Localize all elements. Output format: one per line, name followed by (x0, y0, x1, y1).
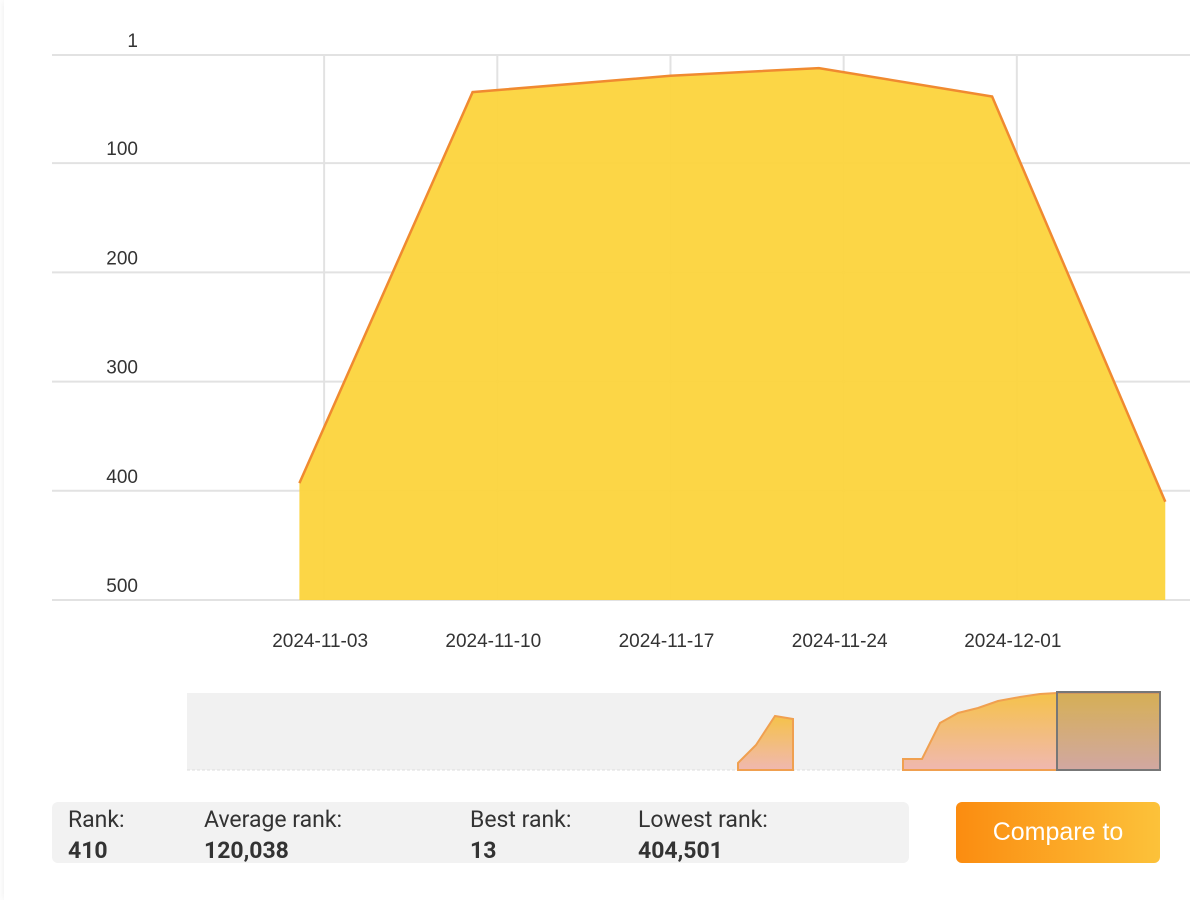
x-tick-label: 2024-11-24 (792, 631, 888, 652)
stat: Lowest rank: 404,501 (638, 804, 768, 866)
stat: Best rank: 13 (470, 804, 571, 866)
stat-label: Average rank: (204, 806, 343, 833)
stats-panel: Rank: 410 Average rank: 120,038 Best rank: 13… (52, 802, 909, 866)
stat: Average rank: 120,038 (204, 804, 342, 866)
stat-value: 13 (470, 837, 497, 864)
y-tick-label: 500 (106, 576, 138, 597)
navigator (187, 691, 1161, 771)
line (298, 66, 1167, 503)
compare-button[interactable]: Compare to (956, 802, 1160, 863)
stat-label: Lowest rank: (638, 806, 768, 833)
plot: 1 100 200 300 400 500 2024-11-03 2024-11-10 2024… (52, 31, 1190, 652)
y-tick-label: 100 (106, 139, 138, 160)
chart: 1 100 200 300 400 500 2024-11-03 2024-11-10 2024… (52, 31, 1190, 771)
stat-label: Best rank: (470, 806, 572, 833)
navigator-shape (737, 714, 794, 771)
x-tick-label: 2024-11-10 (445, 631, 541, 652)
y-tick-label: 300 (106, 358, 138, 379)
stat-value: 410 (68, 837, 108, 864)
x-tick-label: 2024-11-03 (272, 631, 368, 652)
y-tick-label: 200 (106, 248, 138, 269)
stat-value: 120,038 (204, 837, 289, 864)
stat-label: Rank: (68, 806, 125, 833)
area (299, 68, 1166, 601)
x-tick-label: 2024-11-17 (619, 631, 715, 652)
stat: Rank: 410 (68, 804, 125, 866)
y-tick-label: 1 (127, 31, 138, 52)
x-tick-label: 2024-12-01 (964, 631, 1061, 652)
stat-value: 404,501 (638, 837, 723, 864)
navigator-handle[interactable] (1056, 691, 1161, 771)
y-tick-label: 400 (106, 467, 138, 488)
